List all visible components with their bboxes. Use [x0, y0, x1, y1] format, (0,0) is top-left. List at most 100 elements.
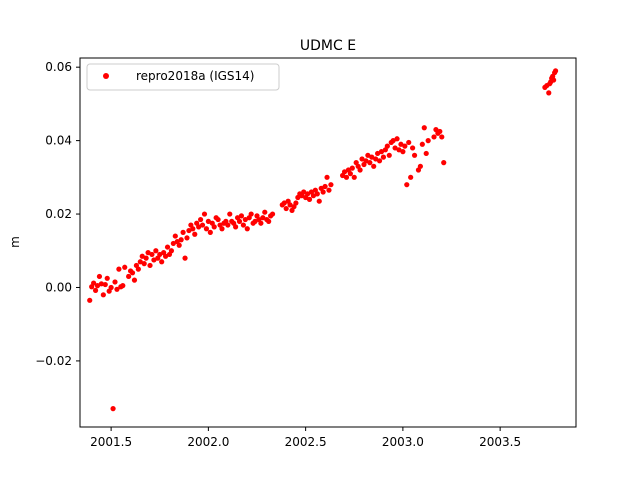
data-point — [411, 152, 418, 158]
data-point — [219, 226, 225, 232]
data-point — [238, 213, 245, 219]
data-point — [396, 147, 402, 153]
data-point — [168, 248, 175, 254]
data-point — [205, 218, 211, 224]
data-point — [196, 224, 202, 230]
data-point — [301, 189, 307, 195]
data-point — [198, 216, 204, 223]
data-point — [367, 160, 373, 166]
data-point — [248, 211, 254, 217]
data-point — [269, 211, 276, 217]
data-point — [421, 125, 427, 131]
data-point — [110, 406, 116, 412]
data-point — [378, 149, 385, 155]
data-point — [546, 90, 552, 96]
data-point — [182, 255, 188, 261]
legend-box — [86, 63, 280, 91]
legend-marker — [103, 73, 109, 79]
x-tick-label: 2001.5 — [90, 435, 132, 449]
data-point — [351, 174, 357, 180]
data-point — [176, 242, 182, 248]
data-point — [145, 250, 151, 256]
data-point — [322, 183, 328, 190]
data-point — [141, 261, 147, 267]
data-point — [87, 297, 93, 303]
data-point — [363, 158, 369, 164]
data-point — [260, 215, 266, 221]
data-point — [404, 182, 410, 188]
data-point — [207, 229, 213, 235]
data-point — [201, 211, 208, 217]
data-point — [108, 284, 114, 291]
data-point — [392, 145, 398, 151]
data-point — [380, 154, 387, 160]
data-point — [314, 191, 320, 197]
data-point — [384, 143, 390, 149]
data-point — [369, 154, 375, 160]
data-point — [199, 222, 206, 228]
data-point — [92, 287, 99, 294]
data-point — [310, 193, 317, 199]
y-tick-label: 0.02 — [45, 207, 72, 221]
data-point — [441, 160, 447, 166]
y-axis-label: m — [8, 236, 22, 248]
data-point — [98, 281, 104, 287]
data-point — [262, 209, 268, 215]
data-point — [258, 220, 264, 226]
data-point — [242, 216, 248, 223]
data-point — [406, 139, 412, 146]
data-point — [394, 136, 400, 142]
data-point — [186, 227, 192, 234]
data-point — [347, 171, 353, 177]
data-point — [359, 156, 365, 162]
data-point — [371, 163, 377, 169]
data-point — [120, 283, 126, 289]
data-point — [143, 255, 149, 261]
data-point — [390, 138, 396, 144]
data-point — [147, 262, 153, 269]
data-point — [94, 283, 101, 289]
data-point — [192, 231, 198, 237]
data-point — [139, 253, 145, 259]
data-point — [304, 191, 311, 197]
data-point — [112, 279, 118, 285]
data-point — [178, 237, 184, 243]
plot-area-frame — [79, 57, 577, 428]
data-point — [225, 222, 231, 228]
data-point — [343, 174, 350, 180]
data-point — [316, 198, 322, 204]
data-point — [324, 174, 330, 180]
data-point — [211, 224, 217, 230]
data-point — [437, 128, 443, 135]
y-axis: −0.02 0.00 0.02 0.04 0.06 — [35, 60, 80, 368]
data-point — [386, 152, 392, 158]
legend-label: repro2018a (IGS14) — [136, 69, 254, 83]
data-point — [400, 149, 406, 155]
data-point — [131, 277, 138, 283]
data-point — [151, 257, 157, 263]
data-point — [157, 251, 163, 258]
data-point — [126, 273, 132, 280]
x-axis: 2001.5 2002.0 2002.5 2003.0 2003.5 — [90, 427, 521, 449]
data-point — [410, 145, 416, 151]
data-point — [164, 244, 171, 250]
data-point — [306, 196, 313, 202]
data-point — [153, 248, 159, 254]
data-point — [373, 156, 379, 162]
data-point — [398, 141, 404, 147]
data-point — [244, 226, 250, 232]
data-point — [341, 169, 348, 175]
data-point — [423, 150, 429, 157]
data-point — [328, 182, 334, 188]
data-point — [203, 226, 210, 232]
data-point — [172, 233, 178, 239]
y-tick-label: −0.02 — [35, 354, 72, 368]
data-point — [552, 68, 559, 74]
data-point — [408, 174, 414, 180]
data-point — [357, 167, 363, 173]
y-tick-label: 0.06 — [45, 60, 72, 74]
data-point — [365, 152, 371, 158]
data-point — [376, 158, 383, 164]
